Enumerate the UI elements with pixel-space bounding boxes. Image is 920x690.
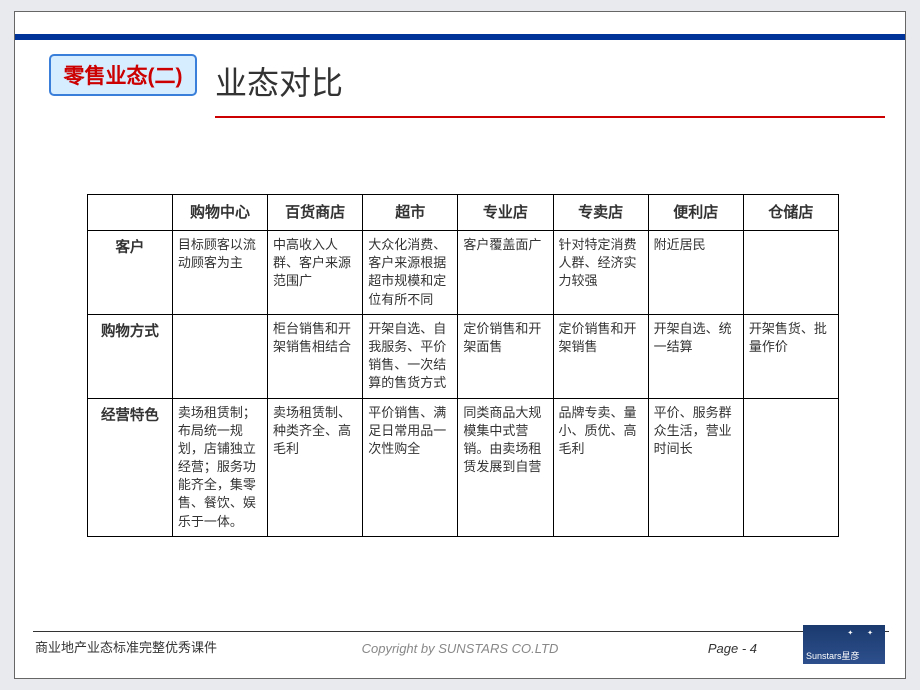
th-blank <box>88 195 173 231</box>
category-badge: 零售业态(二) <box>49 54 197 96</box>
footer-copyright: Copyright by SUNSTARS CO.LTD <box>15 641 905 656</box>
cell: 柜台销售和开架销售相结合 <box>268 314 363 398</box>
footer-page-number: Page - 4 <box>708 641 757 656</box>
cell: 开架自选、自我服务、平价销售、一次结算的售货方式 <box>363 314 458 398</box>
cell <box>743 231 838 315</box>
page-num: 4 <box>750 641 757 656</box>
th-supermarket: 超市 <box>363 195 458 231</box>
th-shopping-center: 购物中心 <box>172 195 267 231</box>
cell: 卖场租赁制；布局统一规划，店铺独立经营；服务功能齐全，集零售、餐饮、娱乐于一体。 <box>172 398 267 536</box>
cell: 卖场租赁制、种类齐全、高毛利 <box>268 398 363 536</box>
table-row: 经营特色 卖场租赁制；布局统一规划，店铺独立经营；服务功能齐全，集零售、餐饮、娱… <box>88 398 839 536</box>
cell: 针对特定消费人群、经济实力较强 <box>553 231 648 315</box>
cell: 中高收入人群、客户来源范围广 <box>268 231 363 315</box>
cell <box>743 398 838 536</box>
table-header-row: 购物中心 百货商店 超市 专业店 专卖店 便利店 仓储店 <box>88 195 839 231</box>
cell: 同类商品大规模集中式营销。由卖场租赁发展到自营 <box>458 398 553 536</box>
cell: 平价销售、满足日常用品一次性购全 <box>363 398 458 536</box>
slide: 零售业态(二) 业态对比 购物中心 百货商店 超市 专业店 专卖店 便利店 仓储… <box>14 11 906 679</box>
th-department-store: 百货商店 <box>268 195 363 231</box>
th-warehouse-store: 仓储店 <box>743 195 838 231</box>
cell: 目标顾客以流动顾客为主 <box>172 231 267 315</box>
cell: 客户覆盖面广 <box>458 231 553 315</box>
th-specialty-store: 专业店 <box>458 195 553 231</box>
top-bar <box>15 34 905 40</box>
th-convenience-store: 便利店 <box>648 195 743 231</box>
row-label-customer: 客户 <box>88 231 173 315</box>
cell: 开架自选、统一结算 <box>648 314 743 398</box>
cell <box>172 314 267 398</box>
comparison-table: 购物中心 百货商店 超市 专业店 专卖店 便利店 仓储店 客户 目标顾客以流动顾… <box>87 194 839 537</box>
cell: 定价销售和开架面售 <box>458 314 553 398</box>
cell: 附近居民 <box>648 231 743 315</box>
row-label-shopping-method: 购物方式 <box>88 314 173 398</box>
cell: 开架售货、批量作价 <box>743 314 838 398</box>
title-underline <box>215 116 885 118</box>
slide-title: 业态对比 <box>215 58 343 104</box>
table-row: 客户 目标顾客以流动顾客为主 中高收入人群、客户来源范围广 大众化消费、客户来源… <box>88 231 839 315</box>
row-label-business-feature: 经营特色 <box>88 398 173 536</box>
cell: 定价销售和开架销售 <box>553 314 648 398</box>
cell: 大众化消费、客户来源根据超市规模和定位有所不同 <box>363 231 458 315</box>
page-prefix: Page - <box>708 641 750 656</box>
logo-text: Sunstars星彦 <box>806 649 860 662</box>
cell: 平价、服务群众生活，营业时间长 <box>648 398 743 536</box>
footer-divider <box>33 631 889 632</box>
th-exclusive-store: 专卖店 <box>553 195 648 231</box>
table-row: 购物方式 柜台销售和开架销售相结合 开架自选、自我服务、平价销售、一次结算的售货… <box>88 314 839 398</box>
sunstars-logo: Sunstars星彦 <box>803 625 885 664</box>
cell: 品牌专卖、量小、质优、高毛利 <box>553 398 648 536</box>
